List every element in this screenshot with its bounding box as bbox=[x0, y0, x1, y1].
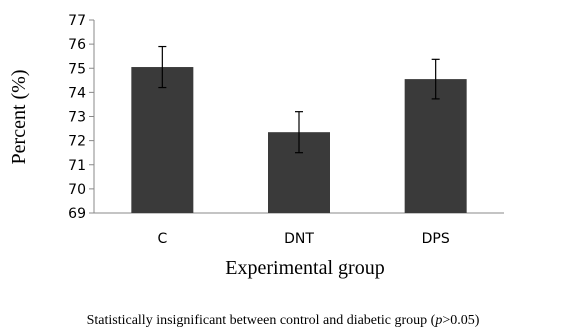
x-category-label: DNT bbox=[284, 231, 314, 247]
bar-c bbox=[131, 67, 194, 213]
caption-p-italic: p bbox=[434, 313, 442, 328]
y-tick-label: 77 bbox=[68, 13, 86, 29]
x-category-label: DPS bbox=[422, 231, 450, 247]
error-bars bbox=[158, 45, 440, 154]
y-tick-label: 70 bbox=[68, 182, 86, 198]
y-tick-label: 74 bbox=[68, 85, 86, 101]
y-tick-label: 69 bbox=[68, 206, 86, 222]
y-tick-label: 72 bbox=[68, 134, 86, 150]
y-axis: 69 70 71 72 73 74 75 76 77 bbox=[68, 13, 95, 222]
y-tick-label: 76 bbox=[68, 37, 86, 53]
bars bbox=[131, 67, 467, 213]
category-labels: C DNT DPS bbox=[157, 231, 449, 247]
x-axis-title: Experimental group bbox=[225, 257, 384, 279]
y-tick-label: 75 bbox=[68, 61, 86, 77]
chart-caption: Statistically insignificant between cont… bbox=[87, 313, 480, 328]
caption-text-1: Statistically insignificant between cont… bbox=[87, 313, 436, 328]
x-category-label: C bbox=[157, 231, 167, 247]
y-axis-title: Percent (%) bbox=[8, 70, 30, 165]
bar-dps bbox=[404, 79, 467, 213]
caption-text-2: >0.05) bbox=[442, 313, 479, 328]
y-tick-label: 73 bbox=[68, 110, 86, 126]
y-tick-label: 71 bbox=[68, 158, 86, 174]
